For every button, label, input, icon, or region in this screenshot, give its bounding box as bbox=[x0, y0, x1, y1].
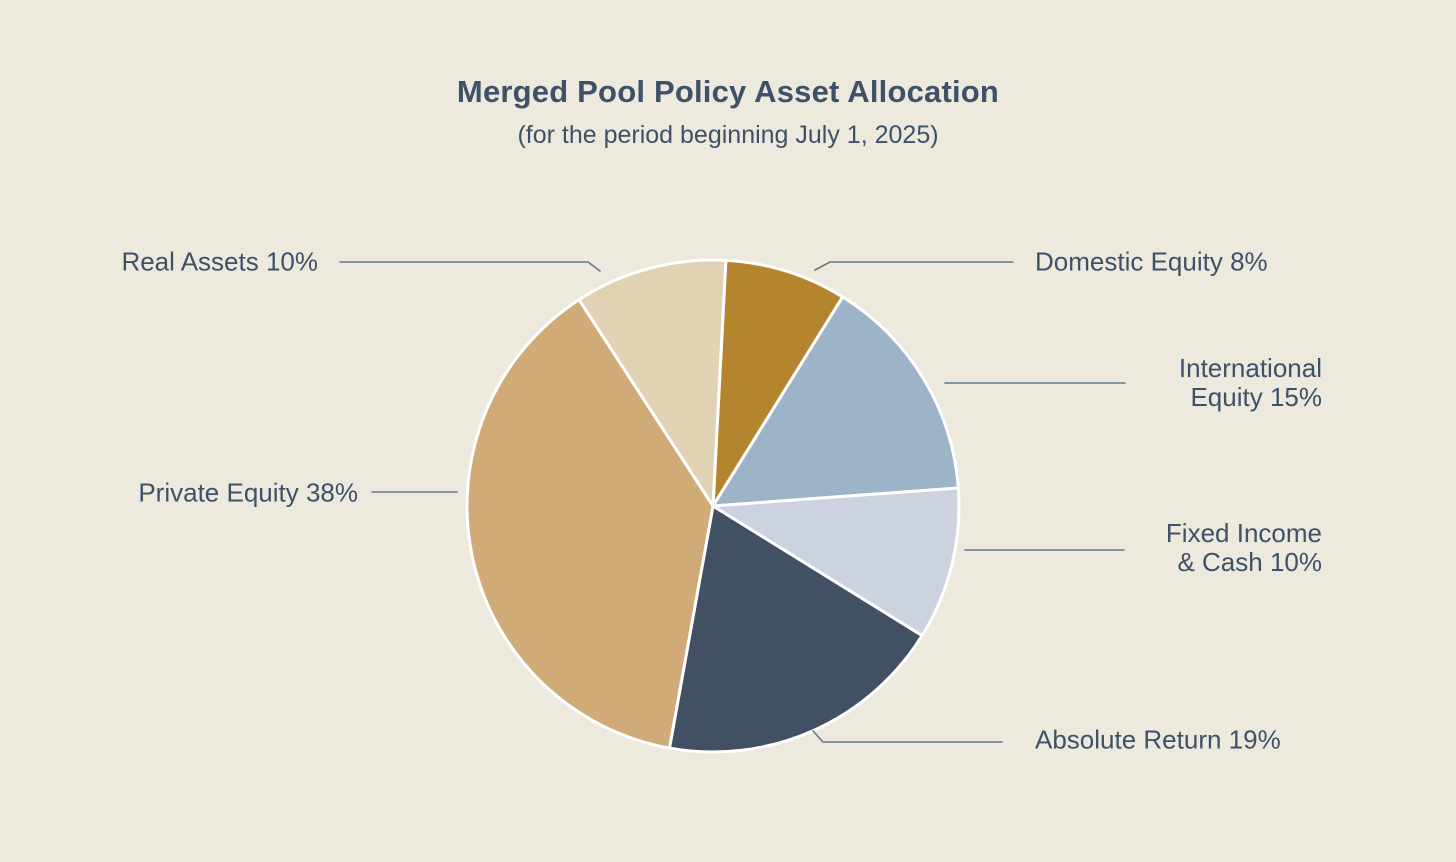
slice-label-real-assets: Real Assets 10% bbox=[121, 246, 318, 277]
pie-slice-domestic-equity bbox=[711, 258, 845, 508]
leader-line-domestic-equity bbox=[814, 261, 1014, 271]
slice-label-fixed-income-cash: Fixed Income & Cash 10% bbox=[1165, 517, 1322, 577]
leader-line-absolute-return bbox=[812, 730, 1003, 743]
leader-line-real-assets bbox=[339, 261, 601, 272]
chart-subtitle: (for the period beginning July 1, 2025) bbox=[517, 121, 939, 149]
slice-label-private-equity: Private Equity 38% bbox=[138, 477, 358, 508]
pie-slice-international-equity bbox=[711, 295, 960, 508]
pie-slice-real-assets bbox=[577, 258, 728, 508]
slice-label-domestic-equity: Domestic Equity 8% bbox=[1035, 246, 1268, 277]
slice-label-international-equity: International Equity 15% bbox=[1178, 352, 1322, 412]
pie-slice-fixed-income-cash bbox=[711, 486, 961, 638]
slice-label-absolute-return: Absolute Return 19% bbox=[1035, 724, 1281, 755]
chart-title: Merged Pool Policy Asset Allocation bbox=[456, 74, 1000, 109]
